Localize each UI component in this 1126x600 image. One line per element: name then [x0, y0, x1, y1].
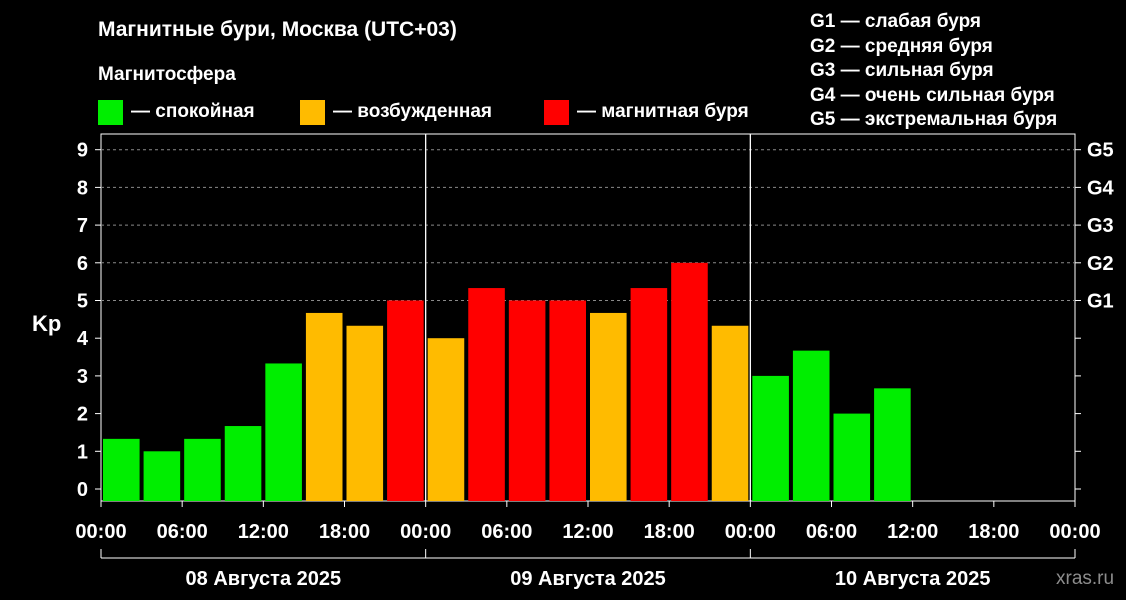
g-level-label: G5 — [1087, 140, 1114, 162]
g-scale-item: G3 — сильная буря — [810, 60, 994, 81]
g-level-label: G3 — [1087, 215, 1114, 237]
y-tick-label: 8 — [77, 177, 88, 199]
g-level-label: G1 — [1087, 291, 1114, 313]
kp-bar — [833, 413, 871, 501]
g-scale-item: G4 — очень сильная буря — [810, 84, 1055, 106]
day-label: 10 Августа 2025 — [835, 568, 991, 590]
g-level-label: G4 — [1087, 177, 1115, 199]
chart-title: Магнитные бури, Москва (UTC+03) — [98, 18, 457, 41]
g-level-label: G2 — [1087, 253, 1114, 275]
kp-bar — [184, 438, 221, 501]
legend-swatch-active — [300, 99, 325, 125]
legend-swatch-quiet — [98, 99, 123, 125]
watermark: xras.ru — [1056, 568, 1115, 589]
kp-bar — [387, 300, 424, 501]
kp-bar — [792, 350, 830, 501]
legend-storm: — магнитная буря — [544, 99, 749, 125]
kp-bar — [103, 438, 140, 501]
y-tick-label: 2 — [77, 404, 88, 426]
kp-bar — [427, 338, 465, 501]
day-label: 08 Августа 2025 — [186, 568, 342, 590]
legend-label-storm: — магнитная буря — [577, 101, 749, 122]
kp-bar — [549, 300, 586, 501]
legend-label-quiet: — спокойная — [131, 101, 255, 122]
y-tick-label: 1 — [77, 441, 88, 463]
y-tick-label: 3 — [77, 366, 88, 388]
y-tick-label: 0 — [77, 479, 88, 501]
x-tick-label: 00:00 — [1049, 521, 1100, 543]
kp-bar — [143, 451, 181, 501]
day-label: 09 Августа 2025 — [510, 568, 666, 590]
kp-bar — [346, 325, 384, 501]
y-tick-label: 5 — [77, 291, 88, 313]
kp-bar — [752, 375, 789, 501]
kp-bar — [224, 426, 262, 501]
kp-bar — [508, 300, 546, 501]
y-axis-label: Kp — [32, 311, 61, 336]
y-tick-label: 4 — [77, 328, 89, 350]
x-tick-label: 06:00 — [806, 521, 857, 543]
x-tick-label: 00:00 — [400, 521, 451, 543]
x-tick-label: 00:00 — [75, 521, 126, 543]
y-tick-label: 9 — [77, 140, 88, 162]
x-tick-label: 00:00 — [725, 521, 776, 543]
kp-bar — [590, 312, 627, 501]
chart-subtitle: Магнитосфера — [98, 64, 236, 85]
x-tick-label: 12:00 — [238, 521, 289, 543]
legend-active: — возбужденная — [300, 99, 492, 125]
g-scale-item: G2 — средняя буря — [810, 35, 993, 57]
kp-bar — [630, 288, 668, 501]
x-tick-label: 12:00 — [887, 521, 938, 543]
x-tick-label: 18:00 — [968, 521, 1019, 543]
g-scale-legend: G1 — слабая буря G2 — средняя буря G3 — … — [810, 10, 1057, 133]
x-tick-label: 18:00 — [319, 521, 370, 543]
kp-bar — [671, 262, 708, 501]
kp-bar — [468, 288, 505, 501]
g-scale-item: G1 — слабая буря — [810, 11, 982, 32]
kp-bar — [265, 363, 302, 501]
kp-bar — [711, 325, 749, 501]
y-tick-label: 6 — [77, 253, 88, 275]
x-tick-label: 06:00 — [481, 521, 532, 543]
x-tick-label: 06:00 — [157, 521, 208, 543]
legend-label-active: — возбужденная — [333, 101, 493, 122]
legend-swatch-storm — [544, 99, 569, 125]
x-tick-label: 18:00 — [644, 521, 695, 543]
legend-quiet: — спокойная — [98, 99, 255, 125]
x-tick-label: 12:00 — [562, 521, 613, 543]
g-scale-item: G5 — экстремальная буря — [810, 109, 1058, 130]
kp-bar — [874, 388, 911, 501]
y-tick-label: 7 — [77, 215, 88, 237]
kp-bar — [305, 312, 343, 501]
